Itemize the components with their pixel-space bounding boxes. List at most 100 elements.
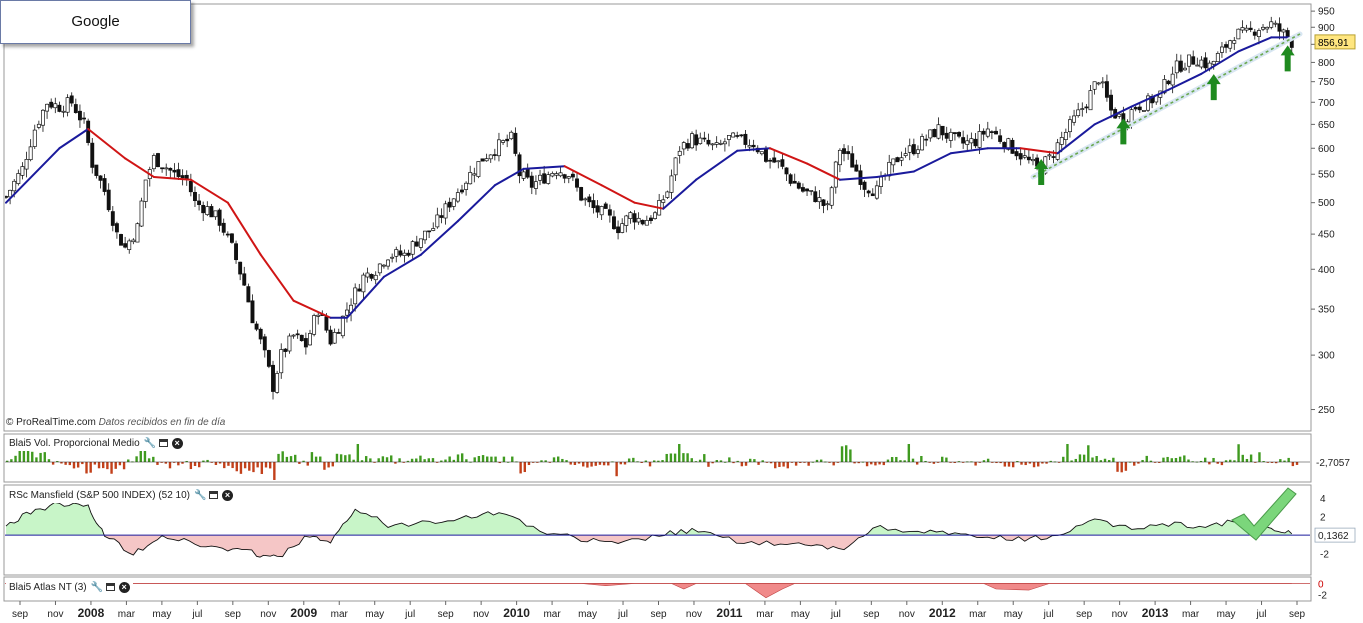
candle-body xyxy=(451,198,456,207)
close-icon[interactable]: × xyxy=(118,581,130,593)
volume-bar xyxy=(657,460,660,462)
candle-body xyxy=(694,134,699,146)
candle-body xyxy=(1203,57,1208,69)
candle-body xyxy=(1211,60,1216,65)
candle-body xyxy=(850,153,855,168)
volume-bar xyxy=(619,462,623,465)
candle-body xyxy=(607,209,612,216)
volume-bar xyxy=(1233,460,1236,462)
x-tick-label: sep xyxy=(863,609,880,620)
volume-bar xyxy=(335,453,339,462)
x-tick-label: may xyxy=(1217,609,1236,620)
volume-bar xyxy=(932,462,936,464)
price-tick-label: 600 xyxy=(1318,144,1335,155)
x-tick-label: 2010 xyxy=(503,606,530,620)
price-tick-label: 650 xyxy=(1318,120,1335,131)
candle-body xyxy=(570,173,575,178)
volume-bar xyxy=(385,457,389,462)
candle-body xyxy=(447,201,452,208)
volume-indicator-label[interactable]: Blai5 Vol. Proporcional Medio 🔧 × xyxy=(6,435,186,451)
price-tick-label: 250 xyxy=(1318,405,1335,416)
x-tick-label: nov xyxy=(473,609,489,620)
candle-body xyxy=(164,167,169,170)
moving-average-segment xyxy=(1093,105,1133,126)
volume-bar xyxy=(239,462,243,474)
volume-bar xyxy=(122,462,126,470)
volume-bar xyxy=(369,458,372,462)
volume-bar xyxy=(803,462,806,463)
volume-bar xyxy=(790,462,794,463)
volume-bar xyxy=(761,460,764,462)
x-tick-label: mar xyxy=(118,609,136,620)
volume-bar xyxy=(694,461,698,462)
moving-average-segment xyxy=(1056,123,1096,155)
volume-bar xyxy=(1016,461,1019,462)
candle-body xyxy=(501,140,506,143)
wrench-icon[interactable]: 🔧 xyxy=(90,581,104,593)
mansfield-indicator-label[interactable]: RSc Mansfield (S&P 500 INDEX) (52 10) 🔧 … xyxy=(6,487,237,503)
volume-bar xyxy=(227,462,230,466)
close-icon[interactable]: × xyxy=(171,437,183,449)
volume-bar xyxy=(598,462,602,465)
candle-body xyxy=(254,323,259,330)
x-tick-label: jul xyxy=(404,609,415,620)
atlas-indicator-label[interactable]: Blai5 Atlas NT (3) 🔧 × xyxy=(6,579,133,595)
volume-bar xyxy=(206,459,209,462)
volume-bar xyxy=(1041,462,1044,464)
volume-bar xyxy=(1124,462,1128,471)
candle-body xyxy=(1010,139,1015,154)
mansfield-negative-area xyxy=(104,535,1059,558)
x-tick-label: mar xyxy=(331,609,349,620)
candle-body xyxy=(616,226,621,234)
volume-bar xyxy=(874,462,877,466)
volume-bar xyxy=(561,458,564,462)
candle-body xyxy=(1244,27,1249,31)
candle-body xyxy=(780,159,785,167)
candle-body xyxy=(1133,107,1138,110)
volume-bar xyxy=(1245,458,1249,462)
wrench-icon[interactable]: 🔧 xyxy=(143,437,157,449)
moving-average-segment xyxy=(695,149,739,181)
volume-bar xyxy=(202,460,205,462)
volume-bar xyxy=(1141,459,1144,462)
candle-body xyxy=(813,191,818,203)
close-icon[interactable]: × xyxy=(222,489,234,501)
volume-bar xyxy=(1024,462,1027,466)
candle-body xyxy=(1047,154,1052,157)
volume-bar xyxy=(1203,457,1207,462)
candle-body xyxy=(316,314,321,317)
arrow-icon xyxy=(1280,45,1295,72)
candle-body xyxy=(238,261,243,275)
candle-body xyxy=(940,125,945,136)
volume-bar xyxy=(949,462,952,463)
volume-bar xyxy=(135,456,138,462)
candle-body xyxy=(907,145,912,153)
candle-body xyxy=(1199,59,1204,68)
moving-average-segment xyxy=(345,275,385,319)
candle-body xyxy=(394,249,399,257)
x-tick-label: may xyxy=(365,609,384,620)
volume-bar xyxy=(1229,459,1232,462)
volume-bar xyxy=(920,455,923,462)
candle-body xyxy=(1273,22,1278,25)
candle-body xyxy=(484,158,489,162)
wrench-icon[interactable]: 🔧 xyxy=(194,489,207,501)
volume-bar xyxy=(607,462,610,466)
volume-bar xyxy=(678,444,681,462)
volume-bar xyxy=(498,462,501,464)
volume-bar xyxy=(43,452,46,462)
volume-bar xyxy=(1191,461,1194,463)
candle-body xyxy=(492,154,497,156)
candle-body xyxy=(1187,54,1192,67)
window-icon[interactable] xyxy=(105,583,115,591)
candle-body xyxy=(82,117,87,120)
candle-body xyxy=(353,287,358,305)
volume-bar xyxy=(978,462,981,463)
window-icon[interactable] xyxy=(158,439,168,447)
candle-body xyxy=(583,198,588,201)
candle-body xyxy=(1022,155,1027,158)
candle-body xyxy=(443,203,448,219)
window-icon[interactable] xyxy=(209,491,219,499)
candle-body xyxy=(821,199,826,206)
volume-bar xyxy=(1187,459,1190,462)
